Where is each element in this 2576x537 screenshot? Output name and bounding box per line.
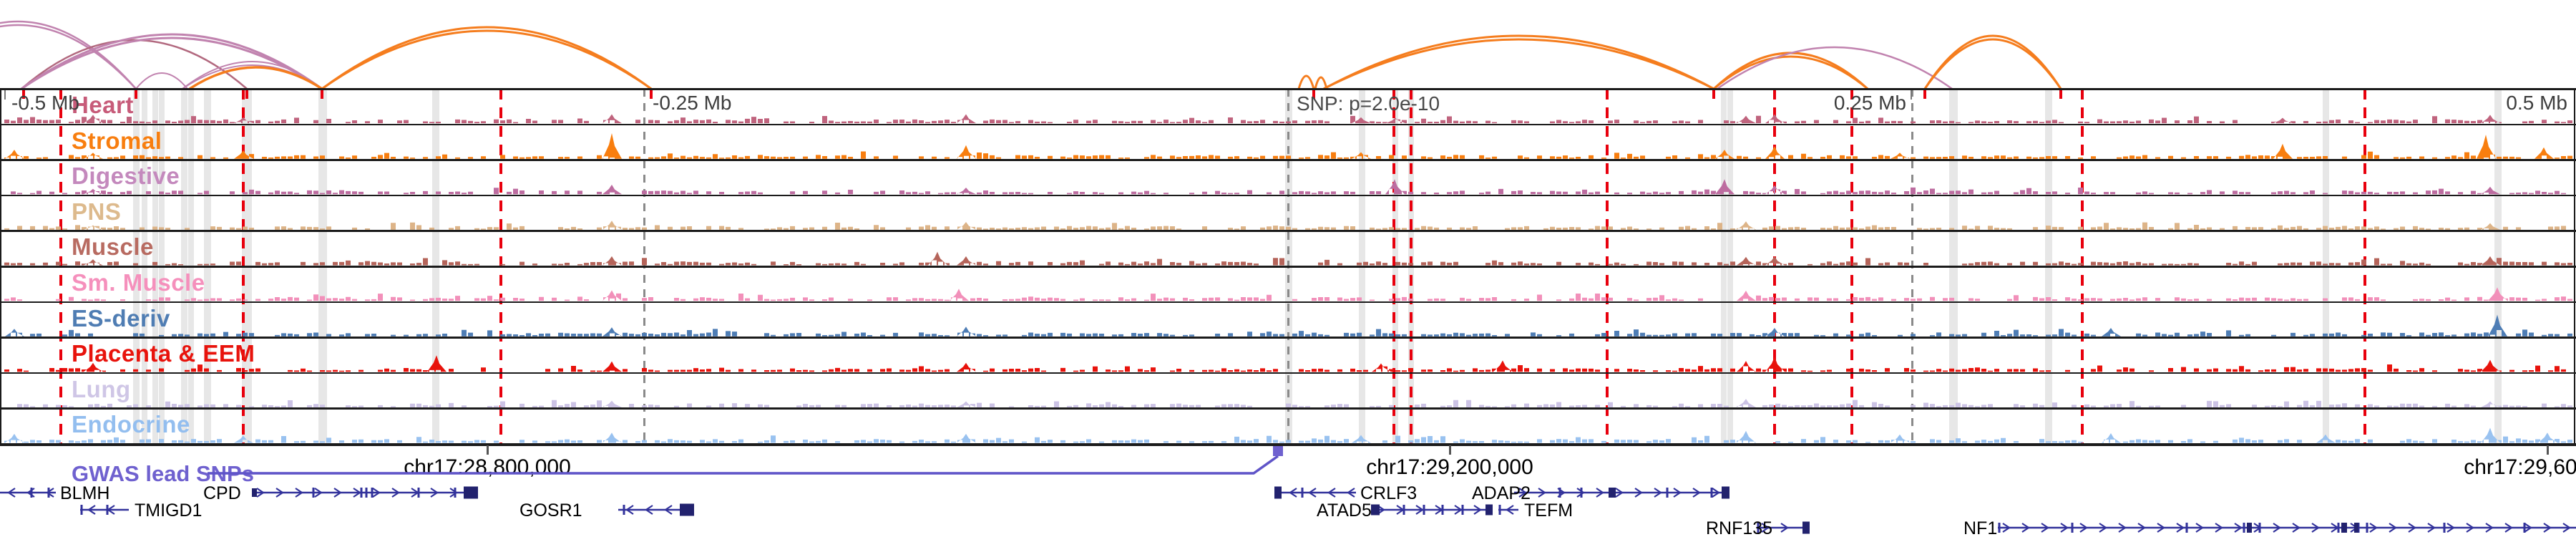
interaction-arc[interactable] [0,24,137,90]
track-label-placenta-eem[interactable]: Placenta & EEM [72,340,255,367]
track-label-endocrine[interactable]: Endocrine [72,411,190,438]
arc-anchor-tick [245,89,248,99]
interaction-arc[interactable] [1713,55,1868,90]
track-border [0,407,2576,410]
track-area-border [0,89,1,444]
track-label-stromal[interactable]: Stromal [72,127,162,154]
signal-lung[interactable] [17,399,2572,407]
axis-coordinate-label: chr17:29,600,000 [2464,455,2576,479]
arc-anchor-tick [1923,89,1926,99]
scale-label-minus-0-5: -0.5 Mb [11,92,79,114]
gene-tefm[interactable]: TEFM [1498,500,1573,521]
gene-adap2[interactable]: ADAP2 [1472,483,1729,503]
track-label-digestive[interactable]: Digestive [72,163,180,190]
interaction-arc[interactable] [182,61,323,90]
axis-tick [2547,445,2549,455]
arc-anchor-tick [650,89,653,99]
interaction-arc[interactable] [1323,38,1714,90]
track-border [0,266,2576,268]
arc-anchor-tick [2059,89,2062,99]
gene-rnf135[interactable]: RNF135 [1706,518,1810,537]
interaction-arc[interactable] [21,33,323,90]
interaction-arcs[interactable] [0,0,2576,90]
interaction-arc[interactable] [0,20,137,90]
snp-pvalue-label: SNP: p=2.0e-10 [1297,92,1440,115]
axis-tick [1449,445,1451,455]
track-border [0,337,2576,339]
axis-coordinate-label: chr17:29,200,000 [1366,455,1533,479]
track-label-muscle[interactable]: Muscle [72,233,154,261]
scale-label-minus-0-25: -0.25 Mb [653,92,732,114]
gene-name-label: CRLF3 [1360,483,1417,503]
arc-anchor-tick [321,89,323,99]
axis-coordinate-label: chr17:28,800,000 [404,455,571,479]
signal-sm-muscle[interactable] [4,287,2572,301]
gene-tmigd1[interactable]: TMIGD1 [80,500,202,521]
arc-anchor-tick [1312,89,1315,99]
gene-atad5[interactable]: ATAD5 [1317,500,1493,521]
interaction-arc[interactable] [21,37,323,90]
arc-anchor-tick [22,89,25,99]
gene-name-label: ATAD5 [1317,500,1372,521]
track-label-pns[interactable]: PNS [72,198,122,225]
gene-name-label: ADAP2 [1472,483,1531,503]
track-label-lung[interactable]: Lung [72,375,131,402]
track-border [0,123,2576,126]
interaction-arc[interactable] [321,26,652,90]
track-border [0,194,2576,197]
gene-cpd[interactable]: CPD [203,483,478,503]
signal-heart[interactable] [4,114,2572,124]
gene-blmh[interactable]: BLMH [0,483,109,503]
gene-name-label: GOSR1 [519,500,582,521]
interaction-arc[interactable] [1297,74,1315,90]
scale-label-plus-0-5: 0.5 Mb [2506,92,2567,114]
track-border [0,301,2576,304]
interaction-arc[interactable] [135,72,188,90]
arc-anchor-tick [1712,89,1715,99]
signal-pns[interactable] [4,221,2566,230]
scale-label-plus-0-25: 0.25 Mb [1833,92,1906,114]
track-label-sm-muscle[interactable]: Sm. Muscle [72,269,205,296]
gwas-lead-snp-marker[interactable] [1273,446,1283,456]
track-area-border [2574,89,2575,444]
gene-name-label: TEFM [1524,500,1573,521]
scale-tick [1911,89,1912,100]
track-border [0,88,2576,90]
signal-muscle[interactable] [4,251,2572,266]
interaction-arc[interactable] [1323,34,1714,90]
interaction-arc[interactable] [189,66,323,90]
track-border [0,159,2576,161]
interaction-arc[interactable] [1314,76,1328,90]
gene-name-label: BLMH [60,483,109,503]
gene-nf1[interactable]: NF1 [1963,518,2576,537]
arc-anchor-tick [135,89,137,99]
track-border [0,372,2576,374]
interaction-arc[interactable] [1923,38,2062,90]
scale-tick [4,89,6,100]
gene-gosr1[interactable]: GOSR1 [519,500,694,521]
interaction-arc[interactable] [1717,46,1953,90]
track-label-es-deriv[interactable]: ES-deriv [72,304,170,332]
signal-digestive[interactable] [11,179,2566,195]
gene-name-label: CPD [203,483,241,503]
track-border [0,443,2576,446]
gwas-connector-line [208,455,1279,475]
signal-placenta-eem[interactable] [4,355,2566,372]
gene-name-label: NF1 [1963,518,1997,537]
track-border [0,230,2576,232]
track-label-heart[interactable]: Heart [72,92,134,118]
interaction-arc[interactable] [321,29,652,90]
gene-name-label: RNF135 [1706,518,1772,537]
axis-tick [487,445,489,455]
gene-name-label: TMIGD1 [135,500,202,521]
gene-crlf3[interactable]: CRLF3 [1274,483,1417,503]
